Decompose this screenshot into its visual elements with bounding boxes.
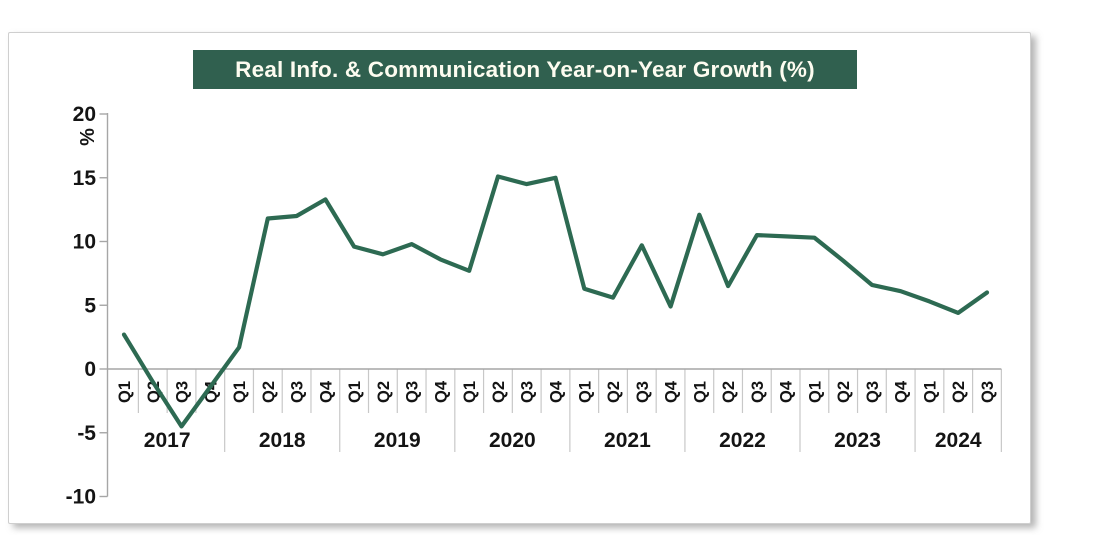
- quarter-label: Q1: [921, 381, 939, 403]
- quarter-label: Q1: [461, 381, 479, 403]
- y-axis-tick-label: 5: [84, 294, 96, 317]
- year-label: 2022: [719, 429, 766, 452]
- y-axis-tick-label: -10: [66, 486, 96, 509]
- quarter-label: Q3: [749, 381, 767, 403]
- y-axis-unit-label: %: [77, 128, 99, 146]
- quarter-label: Q2: [375, 381, 393, 403]
- y-axis-tick-label: 20: [73, 103, 96, 126]
- year-label: 2019: [374, 429, 421, 452]
- quarter-label: Q3: [174, 381, 192, 403]
- quarter-label: Q1: [691, 381, 709, 403]
- year-label: 2021: [604, 429, 651, 452]
- year-label: 2018: [259, 429, 306, 452]
- year-label: 2023: [834, 429, 881, 452]
- quarter-label: Q1: [116, 381, 134, 403]
- quarter-label: Q3: [289, 381, 307, 403]
- y-axis-tick-label: 0: [84, 358, 96, 381]
- growth-line-series: [121, 174, 990, 429]
- quarter-label: Q1: [806, 381, 824, 403]
- quarter-label: Q2: [490, 381, 508, 403]
- quarter-label: Q3: [864, 381, 882, 403]
- year-label: 2020: [489, 429, 536, 452]
- quarter-label: Q2: [835, 381, 853, 403]
- quarter-label: Q4: [663, 380, 681, 403]
- quarter-label: Q4: [778, 380, 796, 403]
- quarter-label: Q1: [576, 381, 594, 403]
- quarter-label: Q4: [432, 380, 450, 403]
- quarter-label: Q3: [634, 381, 652, 403]
- year-label: 2024: [935, 429, 982, 452]
- quarter-label: Q2: [260, 381, 278, 403]
- y-axis-tick-label: 15: [73, 167, 97, 190]
- quarter-label: Q1: [231, 381, 249, 403]
- quarter-label: Q4: [317, 380, 335, 403]
- quarter-label: Q4: [202, 380, 220, 403]
- quarter-label: Q1: [346, 381, 364, 403]
- y-axis-tick-label: -5: [77, 422, 96, 445]
- quarter-label: Q3: [979, 381, 997, 403]
- quarter-label: Q2: [950, 381, 968, 403]
- year-label: 2017: [144, 429, 191, 452]
- y-axis-tick-label: 10: [73, 231, 96, 254]
- quarter-label: Q3: [519, 381, 537, 403]
- quarter-label: Q4: [893, 380, 911, 403]
- quarter-label: Q2: [605, 381, 623, 403]
- chart-title: Real Info. & Communication Year-on-Year …: [193, 50, 857, 89]
- quarter-label: Q2: [720, 381, 738, 403]
- quarter-label: Q3: [404, 381, 422, 403]
- quarter-label: Q4: [547, 380, 565, 403]
